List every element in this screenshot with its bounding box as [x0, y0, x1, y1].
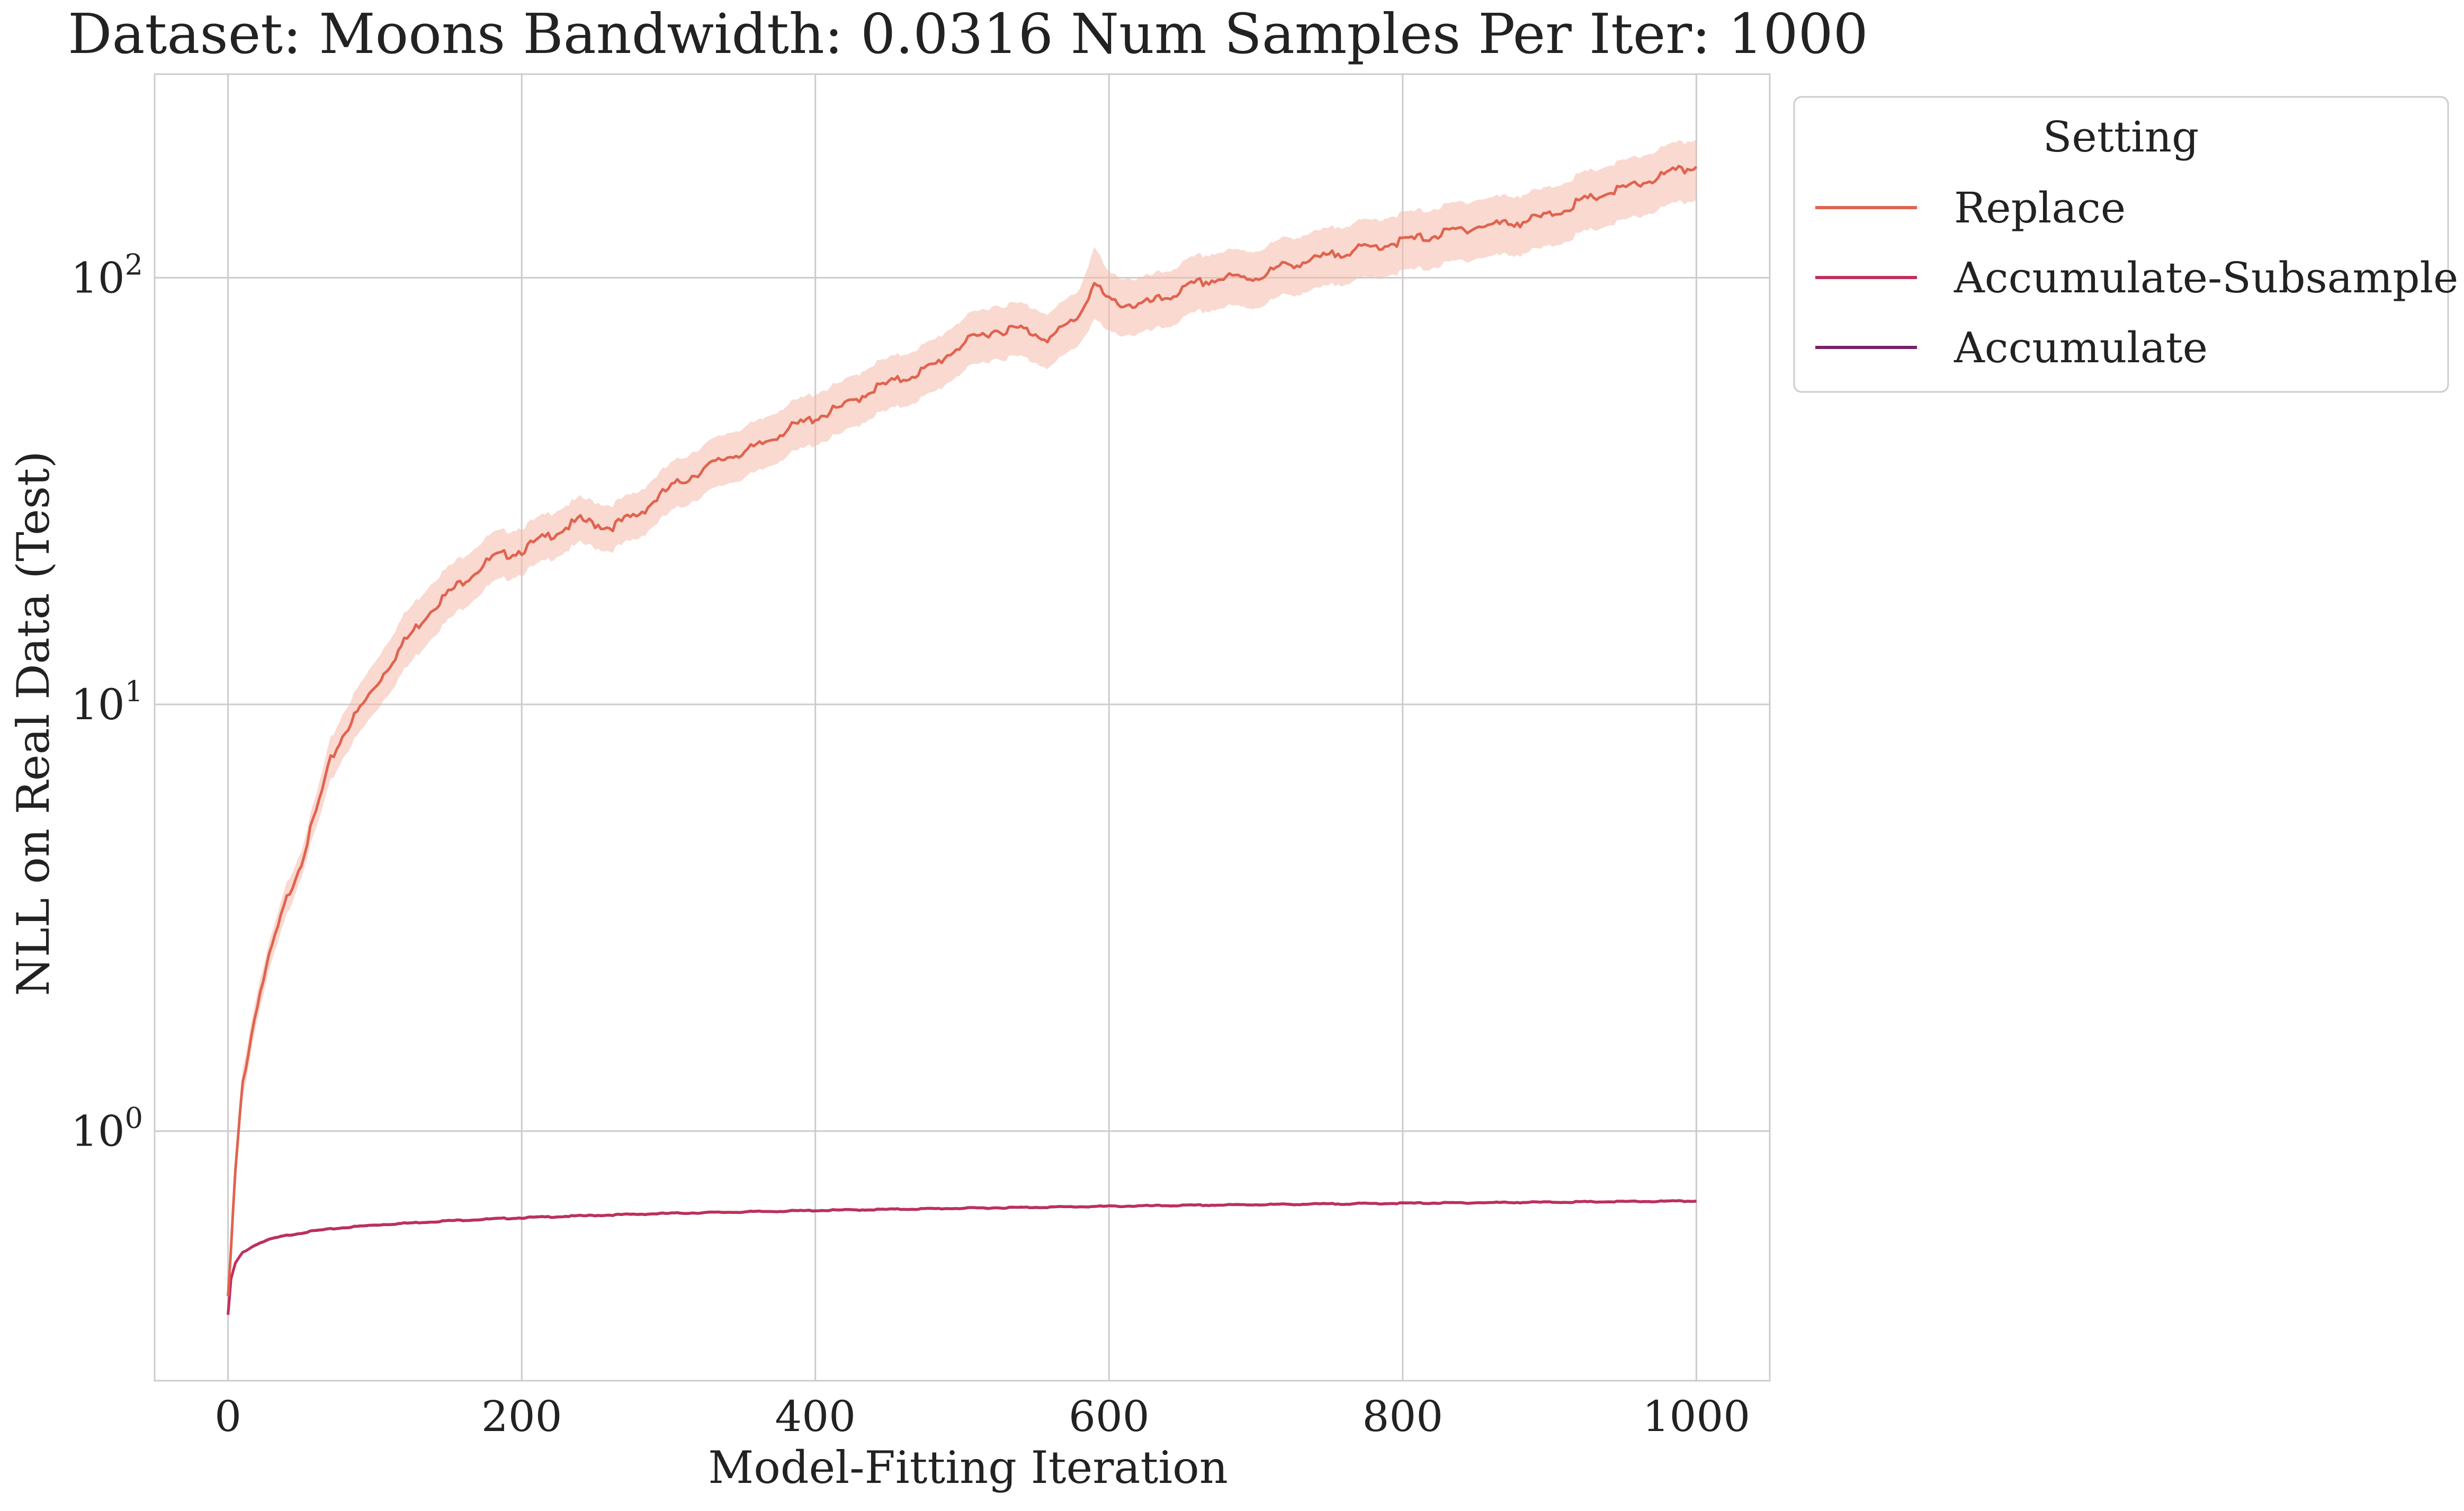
legend-title: Setting	[2043, 112, 2199, 162]
legend: Setting Replace Accumulate-Subsample Accum…	[1793, 96, 2458, 393]
series-line	[227, 1199, 1697, 1315]
confidence-band	[228, 139, 1697, 1308]
x-tick-label: 400	[775, 1392, 856, 1441]
grid-layer	[155, 74, 1770, 1381]
chart-title: Dataset: Moons Bandwidth: 0.0316 Num Sam…	[68, 2, 1868, 66]
x-tick-label: 0	[214, 1392, 241, 1441]
tick-layer: 0 200 400 600 800 1000 100 101 102	[71, 248, 1750, 1441]
line-layer	[227, 165, 1698, 1315]
legend-entries: Replace Accumulate-Subsample Accumulate	[1815, 183, 2458, 372]
legend-label: Replace	[1954, 183, 2126, 233]
plot-frame	[154, 73, 1771, 1382]
x-axis-label: Model-Fitting Iteration	[708, 1442, 1228, 1494]
x-tick-label: 1000	[1643, 1392, 1751, 1441]
legend-label: Accumulate-Subsample	[1954, 253, 2458, 302]
y-tick-label: 100	[71, 1102, 143, 1156]
series-line	[227, 165, 1698, 1297]
x-tick-label: 800	[1362, 1392, 1443, 1441]
x-tick-label: 200	[481, 1392, 562, 1441]
y-tick-label: 101	[71, 675, 143, 729]
x-tick-label: 600	[1069, 1392, 1150, 1441]
y-tick-label: 102	[71, 248, 143, 302]
legend-label: Accumulate	[1954, 323, 2208, 372]
y-axis-label: NLL on Real Data (Test)	[7, 451, 59, 996]
legend-box	[1793, 96, 2449, 393]
band-layer	[228, 139, 1697, 1308]
series-line	[227, 1199, 1697, 1315]
